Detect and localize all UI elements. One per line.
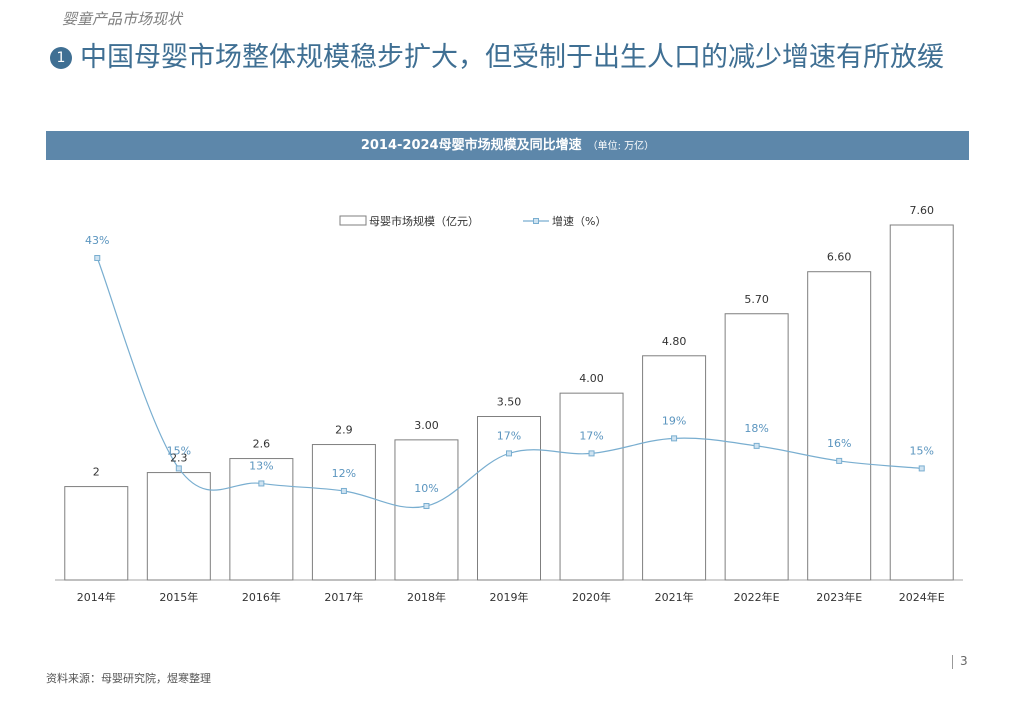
x-tick-label: 2023年E <box>816 590 862 604</box>
growth-value-label: 17% <box>579 429 603 442</box>
x-tick-label: 2015年 <box>159 590 198 604</box>
growth-marker-10 <box>918 465 925 472</box>
growth-marker-8 <box>753 442 760 449</box>
chart-legend: 母婴市场规模（亿元） 增速（%） <box>339 214 606 228</box>
x-tick-label: 2021年 <box>655 590 694 604</box>
bar-6 <box>559 392 624 581</box>
chart-title: 2014-2024母婴市场规模及同比增速 <box>360 138 582 153</box>
bar-9 <box>807 271 872 581</box>
bar-value-label: 7.60 <box>909 204 934 217</box>
legend-line-label: 增速（%） <box>552 214 606 228</box>
bar-value-label: 2.9 <box>335 424 353 437</box>
growth-marker-6 <box>588 450 595 457</box>
bar-1 <box>146 472 211 581</box>
bar-value-label: 2.6 <box>253 438 271 451</box>
growth-marker-1 <box>175 465 182 472</box>
bars-layer <box>64 224 954 581</box>
source-note: 资料来源：母婴研究院，煜寒整理 <box>46 672 211 685</box>
labels-layer: 2 2014年 43% 2.3 2015年 15% 2.6 2016年 13% 2.9 2017年 1… <box>77 204 945 604</box>
page-number: 3 <box>960 654 968 668</box>
bar-value-label: 3.00 <box>414 419 439 432</box>
growth-value-label: 18% <box>744 422 768 435</box>
x-tick-label: 2018年 <box>407 590 446 604</box>
legend-bar-label: 母婴市场规模（亿元） <box>369 214 479 228</box>
growth-marker-9 <box>836 457 843 464</box>
page-headline: 1 中国母婴市场整体规模稳步扩大，但受制于出生人口的减少增速有所放缓 <box>50 40 980 76</box>
bar-value-label: 6.60 <box>827 251 852 264</box>
bar-value-label: 2 <box>93 466 100 479</box>
number-badge: 1 <box>50 47 72 69</box>
growth-marker-0 <box>94 255 101 261</box>
chart-unit: （单位: 万亿） <box>587 141 655 152</box>
growth-marker-5 <box>506 450 512 457</box>
bar-0 <box>64 486 129 581</box>
growth-value-label: 43% <box>85 234 109 247</box>
bar-10 <box>889 224 954 581</box>
bar-7 <box>642 355 707 581</box>
growth-rate-line <box>96 257 922 509</box>
growth-value-label: 16% <box>827 437 851 450</box>
bar-2 <box>229 458 294 581</box>
growth-marker-4 <box>423 503 430 509</box>
growth-marker-3 <box>340 487 347 494</box>
growth-value-label: 10% <box>414 482 438 495</box>
growth-value-label: 15% <box>167 444 191 457</box>
legend-bar-swatch <box>339 215 367 226</box>
growth-value-label: 17% <box>497 429 521 442</box>
x-tick-label: 2022年E <box>734 590 780 604</box>
section-tag: 婴童产品市场现状 <box>62 10 183 28</box>
bar-value-label: 3.50 <box>497 396 522 409</box>
headline-text: 中国母婴市场整体规模稳步扩大，但受制于出生人口的减少增速有所放缓 <box>80 42 944 73</box>
bar-8 <box>724 313 789 581</box>
bar-value-label: 2.3 <box>170 452 188 465</box>
growth-value-label: 12% <box>332 467 356 480</box>
bar-5 <box>477 416 541 581</box>
x-tick-label: 2017年 <box>324 590 363 604</box>
legend-line-marker <box>533 218 539 224</box>
growth-value-label: 19% <box>662 414 686 427</box>
bar-value-label: 4.80 <box>662 335 687 348</box>
bar-value-label: 4.00 <box>579 372 604 385</box>
growth-marker-2 <box>258 480 265 487</box>
page-separator <box>952 655 953 669</box>
chart-title-banner: 2014-2024母婴市场规模及同比增速 （单位: 万亿） <box>46 131 969 160</box>
growth-value-label: 13% <box>249 459 273 472</box>
x-tick-label: 2014年 <box>77 590 116 604</box>
markers-layer <box>94 255 925 509</box>
bar-4 <box>394 439 459 581</box>
x-tick-label: 2024年E <box>899 590 945 604</box>
growth-value-label: 15% <box>910 444 934 457</box>
bar-value-label: 5.70 <box>744 293 769 306</box>
bar-3 <box>311 444 376 581</box>
x-tick-label: 2016年 <box>242 590 281 604</box>
x-tick-label: 2019年 <box>490 590 529 604</box>
growth-marker-7 <box>671 435 678 442</box>
x-tick-label: 2020年 <box>572 590 611 604</box>
